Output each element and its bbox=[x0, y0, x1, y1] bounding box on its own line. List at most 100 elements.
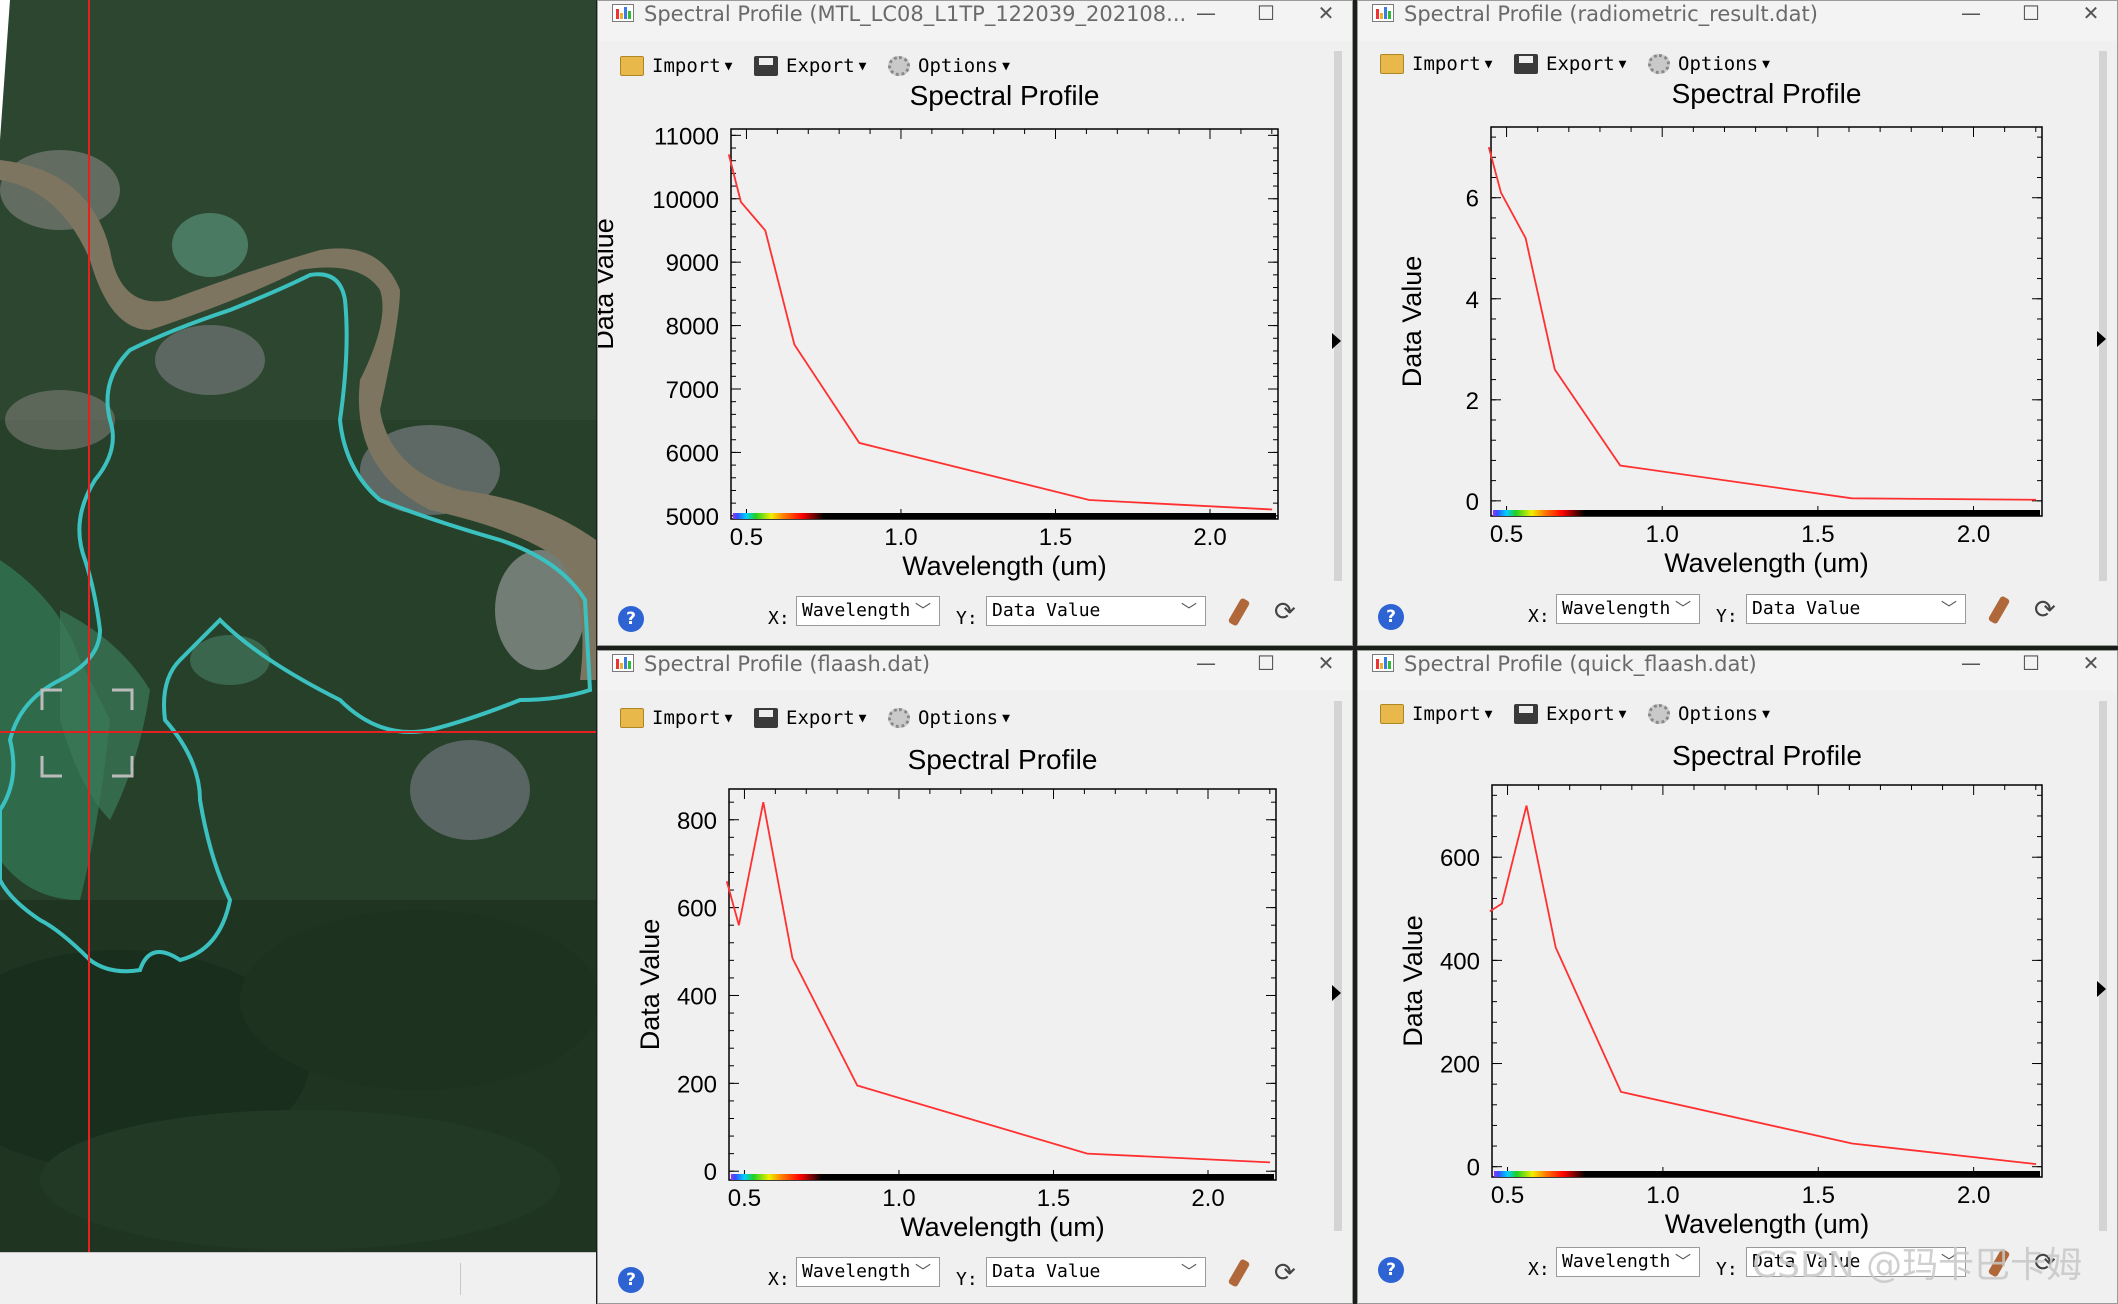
expand-panel-arrow-icon[interactable] bbox=[1332, 985, 1341, 1001]
minimize-button[interactable]: — bbox=[1961, 651, 1981, 675]
satellite-image[interactable] bbox=[0, 0, 596, 1304]
x-tick-label: 1.5 bbox=[1802, 1182, 1835, 1209]
window-title: Spectral Profile (radiometric_result.dat… bbox=[1404, 2, 1818, 26]
options-label: Options bbox=[1678, 703, 1759, 725]
maximize-button[interactable]: ☐ bbox=[2022, 651, 2040, 675]
y-axis-label: Data Value bbox=[598, 218, 619, 350]
y-tick-label: 600 bbox=[677, 896, 717, 923]
close-button[interactable]: ✕ bbox=[2082, 651, 2100, 675]
chart-title: Spectral Profile bbox=[910, 80, 1100, 111]
x-axis-select-value: Wavelength bbox=[1562, 598, 1671, 619]
y-tick-label: 0 bbox=[1466, 489, 1479, 516]
toolbar: Import ▼ Export ▼ Options ▼ bbox=[1380, 699, 2097, 729]
x-axis-label: Wavelength (um) bbox=[902, 551, 1107, 581]
spectral-window-4[interactable]: Spectral Profile (quick_flaash.dat) — ☐ ✕ Im… bbox=[1357, 650, 2118, 1304]
x-axis-label: Wavelength (um) bbox=[900, 1212, 1105, 1242]
minimize-button[interactable]: — bbox=[1961, 1, 1981, 25]
folder-icon bbox=[1380, 704, 1404, 724]
export-menu-button[interactable]: Export ▼ bbox=[754, 703, 866, 733]
help-icon[interactable]: ? bbox=[1378, 604, 1404, 630]
help-icon[interactable]: ? bbox=[618, 606, 644, 632]
panel-splitter[interactable] bbox=[1334, 51, 1342, 581]
export-menu-button[interactable]: Export ▼ bbox=[754, 51, 866, 81]
options-menu-button[interactable]: Options ▼ bbox=[1648, 49, 1770, 79]
plot-frame bbox=[730, 128, 1279, 520]
spectral-plot: Spectral Profile 0.5 1.0 1.5 2.0 0 2 4 6 Waveleng… bbox=[1397, 78, 2043, 578]
x-axis-select-label: X: bbox=[1528, 606, 1550, 627]
y-tick-label: 4 bbox=[1466, 287, 1479, 314]
dropdown-caret-icon: ▼ bbox=[1002, 58, 1010, 74]
image-view[interactable] bbox=[0, 0, 596, 1304]
dropdown-caret-icon: ▼ bbox=[1002, 710, 1010, 726]
close-button[interactable]: ✕ bbox=[1317, 651, 1335, 675]
import-menu-button[interactable]: Import ▼ bbox=[620, 703, 732, 733]
help-icon[interactable]: ? bbox=[1378, 1257, 1404, 1283]
panel-splitter[interactable] bbox=[2099, 701, 2107, 1231]
maximize-button[interactable]: ☐ bbox=[1257, 651, 1275, 675]
spectral-app-icon bbox=[1372, 4, 1394, 22]
x-axis-select-label: X: bbox=[768, 608, 790, 629]
export-label: Export bbox=[786, 55, 855, 77]
chevron-down-icon: ﹀ bbox=[1180, 1262, 1197, 1281]
y-axis-select[interactable]: Data Value ﹀ bbox=[1746, 1247, 1966, 1277]
spectral-window-2[interactable]: Spectral Profile (radiometric_result.dat… bbox=[1357, 0, 2118, 646]
gear-icon bbox=[1648, 704, 1670, 724]
close-button[interactable]: ✕ bbox=[2082, 1, 2100, 25]
panel-splitter[interactable] bbox=[2099, 51, 2107, 581]
title-bar[interactable]: Spectral Profile (flaash.dat) — ☐ ✕ bbox=[598, 651, 1352, 691]
x-axis-select[interactable]: Wavelength ﹀ bbox=[796, 596, 940, 626]
disk-icon bbox=[754, 708, 778, 728]
x-tick-label: 0.5 bbox=[1490, 521, 1523, 548]
options-menu-button[interactable]: Options ▼ bbox=[1648, 699, 1770, 729]
minimize-button[interactable]: — bbox=[1196, 651, 1216, 675]
import-menu-button[interactable]: Import ▼ bbox=[1380, 49, 1492, 79]
title-bar[interactable]: Spectral Profile (quick_flaash.dat) — ☐ ✕ bbox=[1358, 651, 2117, 691]
expand-panel-arrow-icon[interactable] bbox=[2097, 331, 2106, 347]
import-menu-button[interactable]: Import ▼ bbox=[1380, 699, 1492, 729]
import-menu-button[interactable]: Import ▼ bbox=[620, 51, 732, 81]
expand-panel-arrow-icon[interactable] bbox=[2097, 981, 2106, 997]
close-button[interactable]: ✕ bbox=[1317, 1, 1335, 25]
export-label: Export bbox=[786, 707, 855, 729]
x-tick-label: 0.5 bbox=[1491, 1182, 1524, 1209]
chevron-down-icon: ﹀ bbox=[1674, 1252, 1691, 1271]
x-axis-select[interactable]: Wavelength ﹀ bbox=[1556, 1247, 1700, 1277]
x-axis-select[interactable]: Wavelength ﹀ bbox=[796, 1257, 940, 1287]
y-tick-label: 10000 bbox=[652, 187, 719, 214]
dropdown-caret-icon: ▼ bbox=[1618, 56, 1627, 72]
title-bar[interactable]: Spectral Profile (radiometric_result.dat… bbox=[1358, 1, 2117, 41]
panel-splitter[interactable] bbox=[1334, 701, 1342, 1231]
dropdown-caret-icon: ▼ bbox=[1762, 706, 1770, 722]
export-menu-button[interactable]: Export ▼ bbox=[1514, 699, 1626, 729]
y-axis-select-value: Data Value bbox=[992, 1261, 1101, 1282]
spectral-window-3[interactable]: Spectral Profile (flaash.dat) — ☐ ✕ Import ▼ E… bbox=[597, 650, 1353, 1304]
help-icon[interactable]: ? bbox=[618, 1267, 644, 1293]
spectral-line bbox=[1487, 146, 2037, 501]
expand-panel-arrow-icon[interactable] bbox=[1332, 333, 1341, 349]
status-bar bbox=[0, 1252, 596, 1304]
x-axis-select[interactable]: Wavelength ﹀ bbox=[1556, 594, 1700, 624]
plot-frame bbox=[1491, 784, 2043, 1178]
maximize-button[interactable]: ☐ bbox=[2022, 1, 2040, 25]
minimize-button[interactable]: — bbox=[1196, 1, 1216, 25]
export-label: Export bbox=[1546, 53, 1615, 75]
refresh-icon[interactable]: ⟳ bbox=[1274, 1258, 1296, 1288]
spectral-window-1[interactable]: Spectral Profile (MTL_LC08_L1TP_122039_2… bbox=[597, 0, 1353, 646]
y-axis-select[interactable]: Data Value ﹀ bbox=[986, 1257, 1206, 1287]
y-tick-label: 7000 bbox=[666, 377, 719, 404]
y-axis-select[interactable]: Data Value ﹀ bbox=[1746, 594, 1966, 624]
export-label: Export bbox=[1546, 703, 1615, 725]
title-bar[interactable]: Spectral Profile (MTL_LC08_L1TP_122039_2… bbox=[598, 1, 1352, 41]
options-menu-button[interactable]: Options ▼ bbox=[888, 51, 1010, 81]
plot-frame bbox=[728, 788, 1277, 1181]
y-tick-label: 200 bbox=[1440, 1052, 1480, 1079]
options-menu-button[interactable]: Options ▼ bbox=[888, 703, 1010, 733]
disk-icon bbox=[754, 56, 778, 76]
refresh-icon[interactable]: ⟳ bbox=[2034, 595, 2056, 625]
import-label: Import bbox=[1412, 53, 1481, 75]
refresh-icon[interactable]: ⟳ bbox=[2034, 1248, 2056, 1278]
y-axis-select[interactable]: Data Value ﹀ bbox=[986, 596, 1206, 626]
maximize-button[interactable]: ☐ bbox=[1257, 1, 1275, 25]
export-menu-button[interactable]: Export ▼ bbox=[1514, 49, 1626, 79]
refresh-icon[interactable]: ⟳ bbox=[1274, 597, 1296, 627]
